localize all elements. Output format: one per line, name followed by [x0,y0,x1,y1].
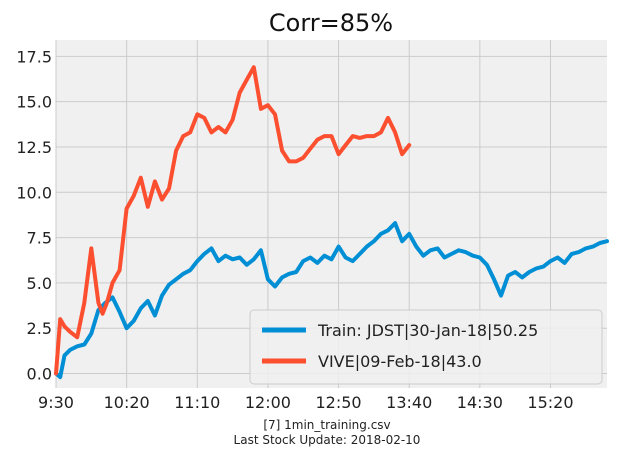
x-tick-label: 11:10 [174,393,220,412]
footer-last-update: Last Stock Update: 2018-02-10 [234,433,421,447]
footer-filename: [7] 1min_training.csv [263,418,390,432]
legend-label-train: Train: JDST|30-Jan-18|50.25 [317,321,538,340]
y-tick-label: 12.5 [16,138,52,157]
y-tick-label: 10.0 [16,183,52,202]
x-tick-label: 15:20 [527,393,573,412]
x-tick-label: 14:30 [457,393,503,412]
x-tick-label: 13:40 [386,393,432,412]
x-tick-label: 12:00 [245,393,291,412]
y-tick-label: 5.0 [27,274,52,293]
y-tick-label: 7.5 [27,229,52,248]
legend-box [249,309,603,385]
y-tick-label: 15.0 [16,93,52,112]
x-tick-labels: 9:30 10:20 11:10 12:00 12:50 13:40 14:30 15:20 [38,393,574,412]
y-tick-label: 2.5 [27,319,52,338]
chart-title: Corr=85% [269,9,393,37]
y-tick-labels: 0.0 2.5 5.0 7.5 10.0 12.5 15.0 17.5 [16,47,52,383]
series-line-0 [54,221,609,380]
series-lines [54,65,609,380]
series-line-1 [54,65,412,376]
y-tick-label: 17.5 [16,47,52,66]
y-tick-label: 0.0 [27,365,52,384]
legend: Train: JDST|30-Jan-18|50.25 VIVE|09-Feb-… [249,309,603,385]
x-tick-label: 9:30 [38,393,74,412]
x-tick-label: 10:20 [104,393,150,412]
x-tick-label: 12:50 [316,393,362,412]
legend-label-vive: VIVE|09-Feb-18|43.0 [318,352,482,371]
